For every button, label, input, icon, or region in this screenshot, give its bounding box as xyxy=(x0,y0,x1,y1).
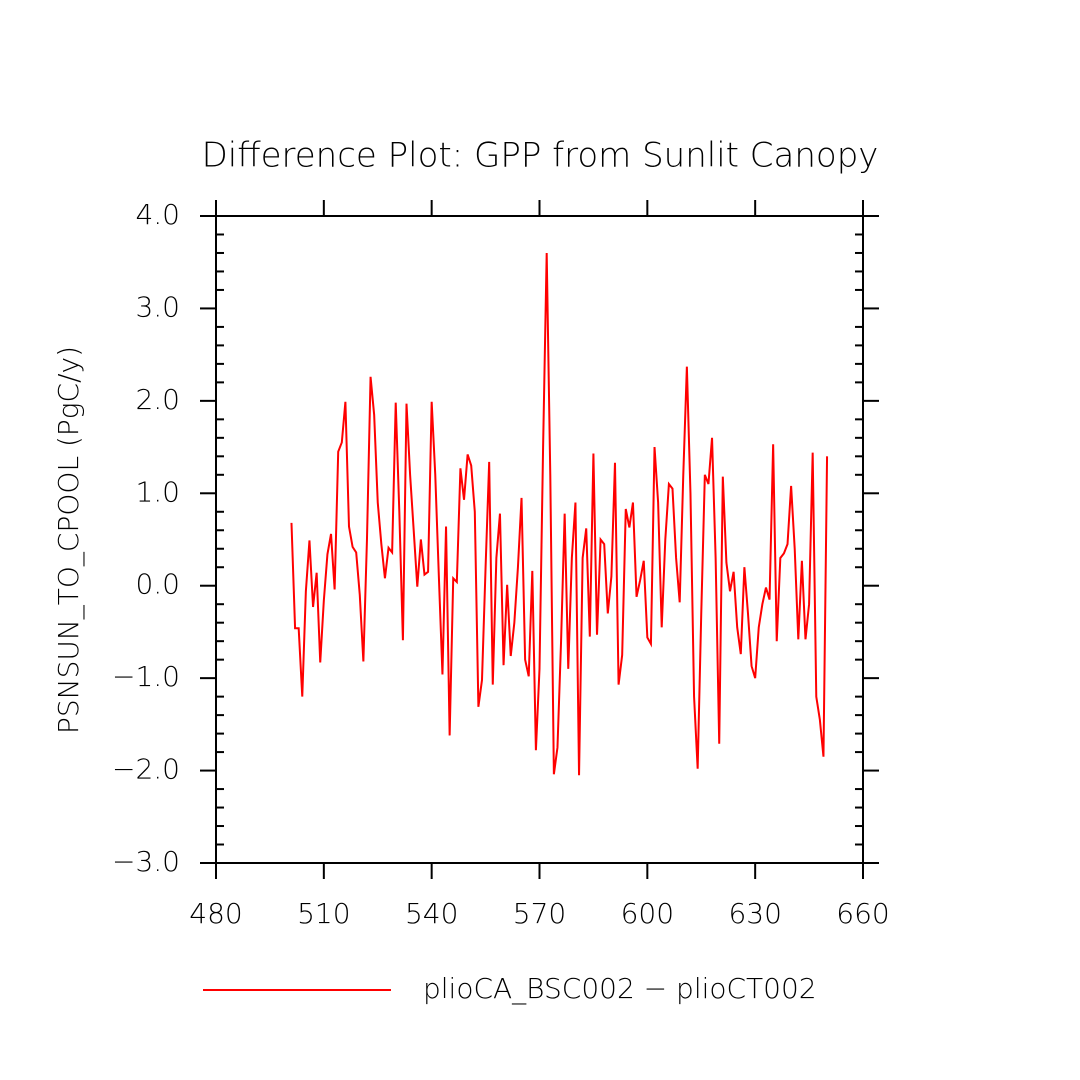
y-tick-label: −2.0 xyxy=(112,753,180,786)
y-tick-label: 2.0 xyxy=(135,383,180,416)
y-tick-label: 4.0 xyxy=(135,198,180,231)
plot-frame xyxy=(215,215,864,864)
y-tick-label: −1.0 xyxy=(112,660,180,693)
x-tick-label: 570 xyxy=(513,897,566,930)
data-line xyxy=(290,252,829,776)
x-tick-label: 480 xyxy=(189,897,242,930)
x-tick-label: 600 xyxy=(621,897,674,930)
x-tick-label: 510 xyxy=(297,897,350,930)
chart-title: Difference Plot: GPP from Sunlit Canopy xyxy=(202,136,879,176)
legend-label: plioCA_BSC002 − plioCT002 xyxy=(423,972,817,1006)
y-tick-label: 3.0 xyxy=(135,290,180,323)
y-tick-label: 1.0 xyxy=(135,475,180,508)
x-tick-label: 660 xyxy=(836,897,889,930)
y-axis-label: PSNSUN_TO_CPOOL (PgC/y) xyxy=(52,346,86,734)
x-tick-label: 630 xyxy=(728,897,781,930)
y-tick-label: −3.0 xyxy=(112,845,180,878)
x-tick-label: 540 xyxy=(405,897,458,930)
y-tick-label: 0.0 xyxy=(135,568,180,601)
